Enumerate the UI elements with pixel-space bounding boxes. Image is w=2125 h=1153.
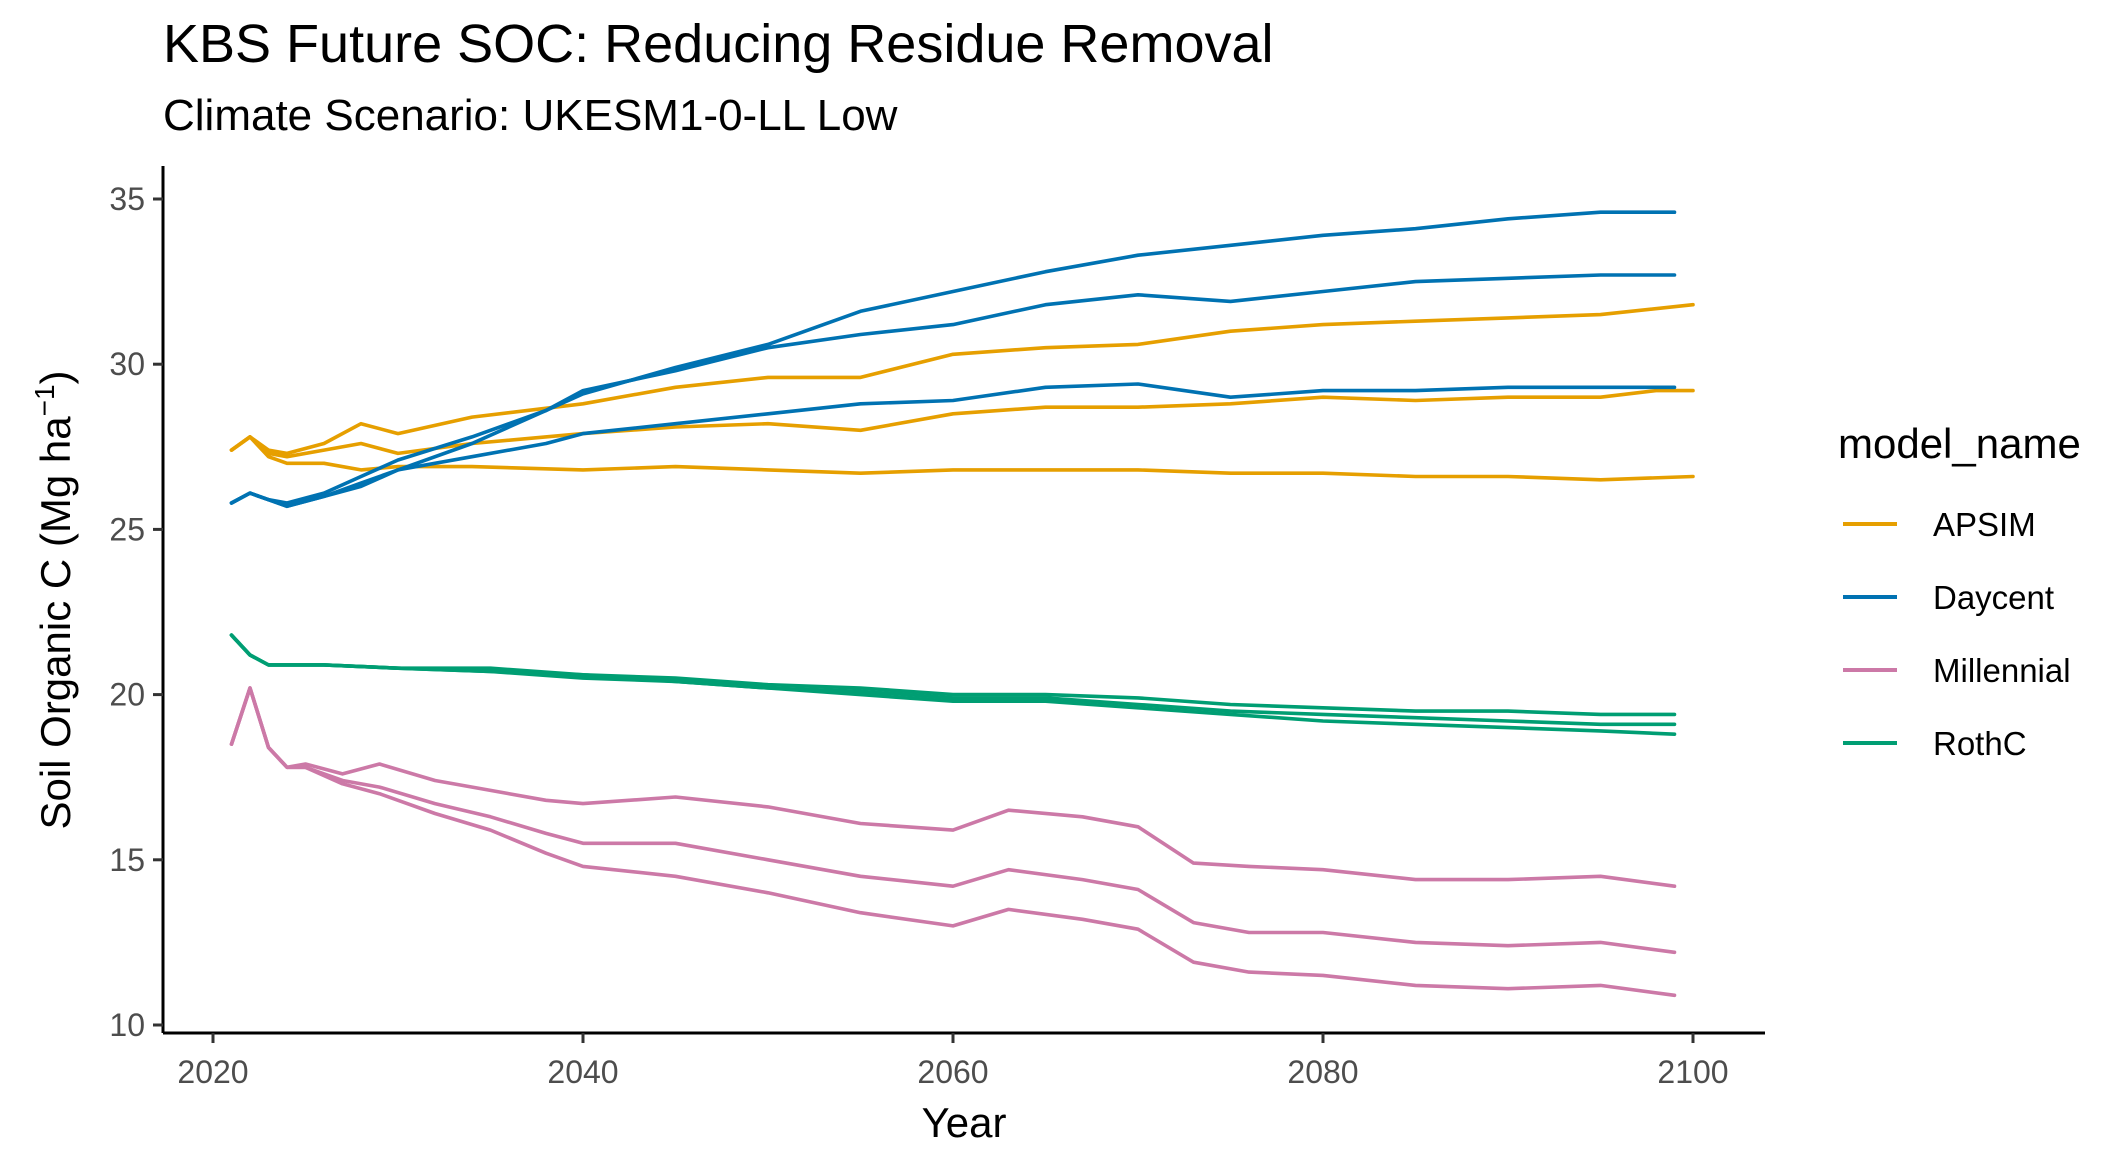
series-line-apsim-2	[229, 388, 1695, 459]
legend-item-millennial: Millennial	[1843, 652, 2071, 689]
legend-item-rothc: RothC	[1843, 725, 2027, 762]
x-tick-label: 2060	[917, 1054, 988, 1090]
y-axis-title-main: Soil Organic C (Mg ha	[32, 416, 79, 830]
y-axis-title-exponent: −1	[29, 384, 60, 416]
series-line-millennial-3	[229, 686, 1677, 998]
y-tick-label: 35	[109, 181, 145, 217]
y-axis-ticks: 10 15 20 25 30 35	[109, 181, 163, 1043]
legend-label-apsim: APSIM	[1933, 506, 2036, 543]
legend: model_name APSIM Daycent Millennial RothC	[1838, 420, 2081, 762]
y-tick-label: 25	[109, 511, 145, 547]
y-tick-label: 15	[109, 842, 145, 878]
y-tick-label: 20	[109, 677, 145, 713]
legend-label-rothc: RothC	[1933, 725, 2027, 762]
x-axis-ticks: 2020 2040 2060 2080 2100	[177, 1033, 1729, 1090]
series-line-daycent-2	[229, 273, 1677, 505]
y-axis-title-close: )	[32, 370, 79, 384]
x-tick-label: 2080	[1287, 1054, 1358, 1090]
legend-item-apsim: APSIM	[1843, 506, 2036, 543]
plot-area	[229, 210, 1695, 998]
series-line-apsim-3	[229, 302, 1695, 456]
chart-subtitle: Climate Scenario: UKESM1-0-LL Low	[163, 91, 898, 140]
legend-item-daycent: Daycent	[1843, 579, 2054, 616]
x-tick-label: 2100	[1657, 1054, 1728, 1090]
legend-title: model_name	[1838, 420, 2081, 467]
x-axis-title: Year	[922, 1099, 1007, 1146]
legend-items: APSIM Daycent Millennial RothC	[1843, 506, 2071, 762]
chart-title: KBS Future SOC: Reducing Residue Removal	[163, 14, 1274, 74]
series-line-millennial-2	[229, 686, 1677, 955]
legend-label-millennial: Millennial	[1933, 652, 2071, 689]
series-line-rothc-3	[229, 633, 1677, 737]
x-tick-label: 2020	[177, 1054, 248, 1090]
series-line-apsim-1	[229, 435, 1695, 482]
y-tick-label: 10	[109, 1007, 145, 1043]
series-line-millennial-1	[229, 686, 1677, 889]
legend-label-daycent: Daycent	[1933, 579, 2054, 616]
y-tick-label: 30	[109, 346, 145, 382]
series-line-daycent-3	[229, 210, 1677, 509]
y-axis-title: Soil Organic C (Mg ha−1)	[29, 370, 79, 829]
x-tick-label: 2040	[547, 1054, 618, 1090]
